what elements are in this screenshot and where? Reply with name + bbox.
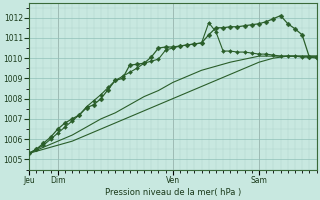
X-axis label: Pression niveau de la mer( hPa ): Pression niveau de la mer( hPa ) <box>105 188 241 197</box>
